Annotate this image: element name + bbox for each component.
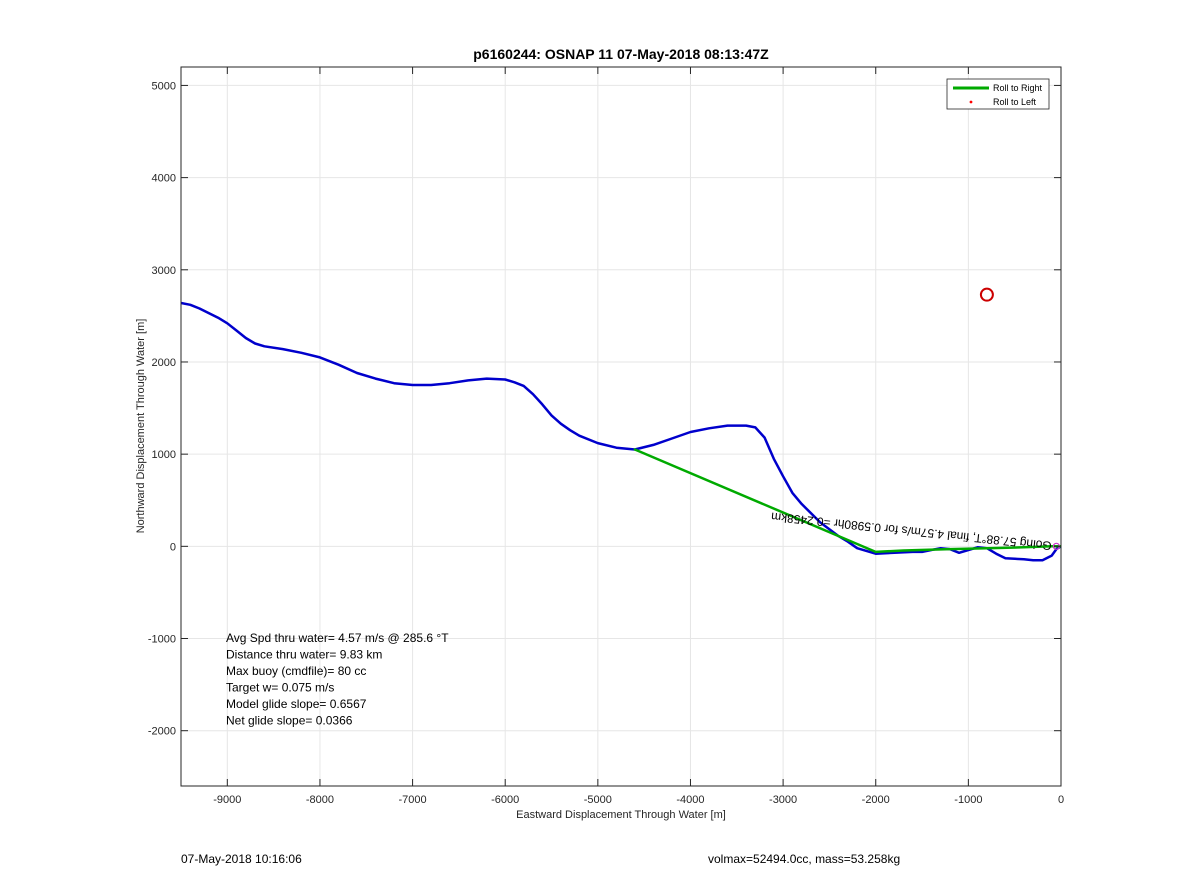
x-tick-label: -4000 <box>676 794 704 806</box>
x-tick-label: -5000 <box>584 794 612 806</box>
x-axis-label: Eastward Displacement Through Water [m] <box>516 809 726 821</box>
y-ticks: -2000 -1000 0 1000 2000 3000 4000 5000 <box>148 80 1061 738</box>
legend-box <box>946 78 1050 110</box>
y-axis-label: Northward Displacement Through Water [m] <box>135 319 147 534</box>
x-tick-label: -1000 <box>954 794 982 806</box>
x-tick-label: -2000 <box>862 794 890 806</box>
y-tick-label: 3000 <box>152 265 176 277</box>
x-ticks: -9000 -8000 -7000 -6000 -5000 -4000 -3000 -2000… <box>213 67 1064 806</box>
stats-line: Avg Spd thru water= 4.57 m/s @ 285.6 °T <box>226 631 449 645</box>
stats-line: Model glide slope= 0.6567 <box>226 697 367 711</box>
y-tick-label: -1000 <box>148 634 176 646</box>
y-tick-label: 4000 <box>152 173 176 185</box>
series-layer <box>181 301 1061 562</box>
chart-title: p6160244: OSNAP 11 07-May-2018 08:13:47Z <box>473 46 769 62</box>
footer-timestamp: 07-May-2018 10:16:06 <box>181 852 302 866</box>
legend-swatch-roll-left <box>969 100 973 104</box>
footer-vol-mass: volmax=52494.0cc, mass=53.258kg <box>708 852 901 866</box>
x-tick-label: -7000 <box>399 794 427 806</box>
legend: Roll to Right Roll to Left <box>946 78 1050 110</box>
legend-label-roll-left: Roll to Left <box>993 97 1037 107</box>
y-tick-label: 5000 <box>152 80 176 92</box>
stats-line: Max buoy (cmdfile)= 80 cc <box>226 664 366 678</box>
stats-line: Distance thru water= 9.83 km <box>226 648 382 662</box>
stats-line: Net glide slope= 0.0366 <box>226 714 353 728</box>
y-tick-label: 0 <box>170 541 176 553</box>
x-tick-label: -8000 <box>306 794 334 806</box>
marker-circle-0 <box>979 287 994 302</box>
y-tick-label: 2000 <box>152 357 176 369</box>
x-tick-label: -9000 <box>213 794 241 806</box>
y-tick-label: -2000 <box>148 726 176 738</box>
series-line-0 <box>181 301 1061 562</box>
stats-line: Target w= 0.075 m/s <box>226 681 334 695</box>
plot-frame <box>180 66 1062 787</box>
y-tick-label: 1000 <box>152 449 176 461</box>
x-tick-label: 0 <box>1058 794 1064 806</box>
x-tick-label: -3000 <box>769 794 797 806</box>
plot-area <box>181 67 1061 786</box>
series-line-1 <box>633 448 1061 554</box>
x-tick-label: -6000 <box>491 794 519 806</box>
y-grid <box>181 84 1061 732</box>
legend-label-roll-right: Roll to Right <box>993 83 1043 93</box>
stats-block: Avg Spd thru water= 4.57 m/s @ 285.6 °T D… <box>226 631 449 728</box>
